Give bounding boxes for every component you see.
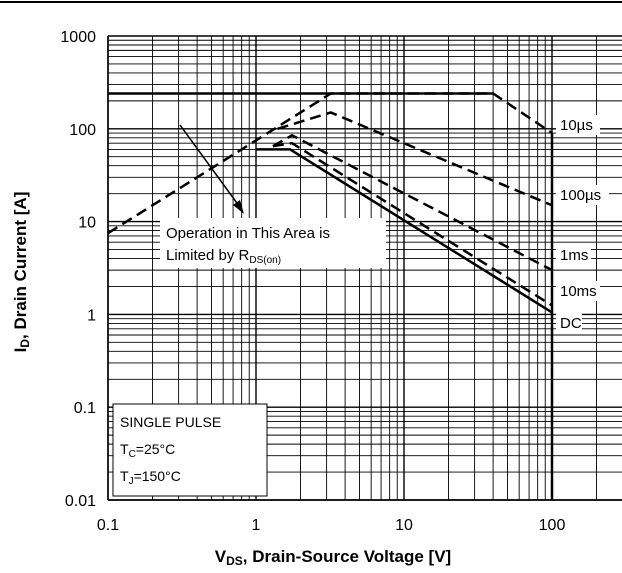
area-note-line2: Limited by RDS(on) [166, 247, 281, 266]
series-labels: 10µs 100µs 1ms 10ms DC [556, 115, 609, 333]
x-tick-label: 100 [539, 517, 566, 534]
soa-curves [107, 92, 554, 500]
x-tick-label: 1 [252, 517, 261, 534]
x-axis-title: VDS, Drain-Source Voltage [V] [215, 547, 451, 568]
y-tick-label: 10 [78, 215, 96, 232]
y-tick-label: 1000 [60, 29, 96, 46]
condition-junction-temp: TJ=150°C [120, 468, 181, 487]
series-label-bg [556, 185, 609, 205]
series-label: 100µs [560, 187, 601, 204]
series-line-100s [277, 111, 553, 207]
series-line-1ms [272, 133, 553, 272]
y-tick-label: 1 [87, 307, 96, 324]
condition-case-temp: TC=25°C [120, 441, 175, 460]
series-line-10s [107, 92, 553, 235]
y-tick-label: 100 [69, 122, 96, 139]
series-label-bg [556, 281, 600, 301]
conditions-box [112, 403, 268, 497]
series-label: DC [560, 315, 582, 332]
x-tick-label: 0.1 [97, 517, 119, 534]
series-label-bg [556, 115, 600, 135]
y-axis-title: ID, Drain Current [A] [11, 192, 32, 353]
y-tick-label: 0.01 [65, 493, 96, 510]
area-note-arrowhead [233, 200, 244, 214]
x-tick-label: 10 [395, 517, 413, 534]
area-note-arrow [179, 124, 243, 211]
area-note-line1: Operation in This Area is [166, 225, 330, 242]
series-label-bg [556, 245, 591, 265]
y-tick-labels: 0.01 0.1 1 10 100 1000 [60, 29, 96, 510]
condition-single-pulse: SINGLE PULSE [120, 414, 221, 430]
series-label: 1ms [560, 247, 588, 264]
series-label: 10ms [560, 283, 597, 300]
x-tick-labels: 0.1 1 10 100 [97, 517, 566, 534]
series-label: 10µs [560, 117, 593, 134]
area-note-box [160, 218, 386, 268]
y-tick-label: 0.1 [74, 400, 96, 417]
series-label-bg [556, 313, 582, 333]
series-line-dc [256, 148, 553, 314]
series-line-10ms [272, 141, 553, 307]
